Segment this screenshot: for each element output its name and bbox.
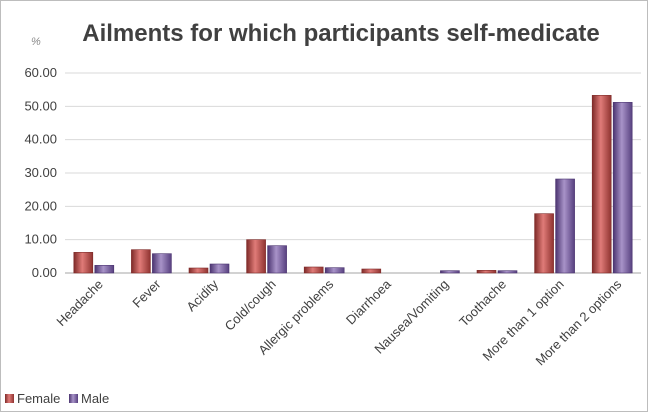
bar-female xyxy=(246,239,266,274)
chart-title: Ailments for which participants self-med… xyxy=(82,20,599,47)
bar-male xyxy=(209,263,230,274)
bar-female xyxy=(476,270,497,274)
y-tick-label: 30.00 xyxy=(24,165,57,180)
x-tick-label: Diarrhoea xyxy=(343,276,395,328)
x-tick-label: Fever xyxy=(129,276,164,311)
bar-female xyxy=(73,252,94,274)
legend: Female Male xyxy=(5,391,109,406)
bar-male xyxy=(152,253,172,274)
bar-male xyxy=(497,270,518,274)
gridlines xyxy=(65,72,641,274)
bar-female xyxy=(591,95,612,274)
bar-male xyxy=(612,102,633,274)
bar-male xyxy=(267,245,287,274)
legend-label-male: Male xyxy=(81,391,109,406)
y-tick-label: 50.00 xyxy=(24,98,57,113)
bar-female xyxy=(534,213,554,274)
bar-female xyxy=(303,266,324,274)
x-tick-label: Toothache xyxy=(456,277,509,330)
unit-label: % xyxy=(31,36,41,48)
y-tick-label: 40.00 xyxy=(24,132,57,147)
y-tick-label: 60.00 xyxy=(24,65,57,80)
y-tick-label: 20.00 xyxy=(24,198,57,213)
legend-label-female: Female xyxy=(17,391,60,406)
x-tick-label: Headache xyxy=(53,277,106,330)
y-tick-label: 10.00 xyxy=(24,232,57,247)
bar-female xyxy=(361,268,382,274)
x-tick-label: Acidity xyxy=(183,276,221,314)
y-axis-tick-labels: 0.00 10.00 20.00 30.00 40.00 50.00 60.00 xyxy=(24,65,57,280)
bar-male xyxy=(440,270,460,274)
y-tick-label: 0.00 xyxy=(32,265,57,280)
bar-female xyxy=(188,267,209,274)
legend-swatch-male xyxy=(69,394,78,403)
x-tick-label: Cold/cough xyxy=(222,277,279,334)
bar-female xyxy=(131,249,151,274)
bar-male xyxy=(324,267,345,274)
bar-male xyxy=(555,178,575,274)
bar-male xyxy=(94,265,115,274)
bars xyxy=(73,95,633,274)
legend-swatch-female xyxy=(5,394,14,403)
